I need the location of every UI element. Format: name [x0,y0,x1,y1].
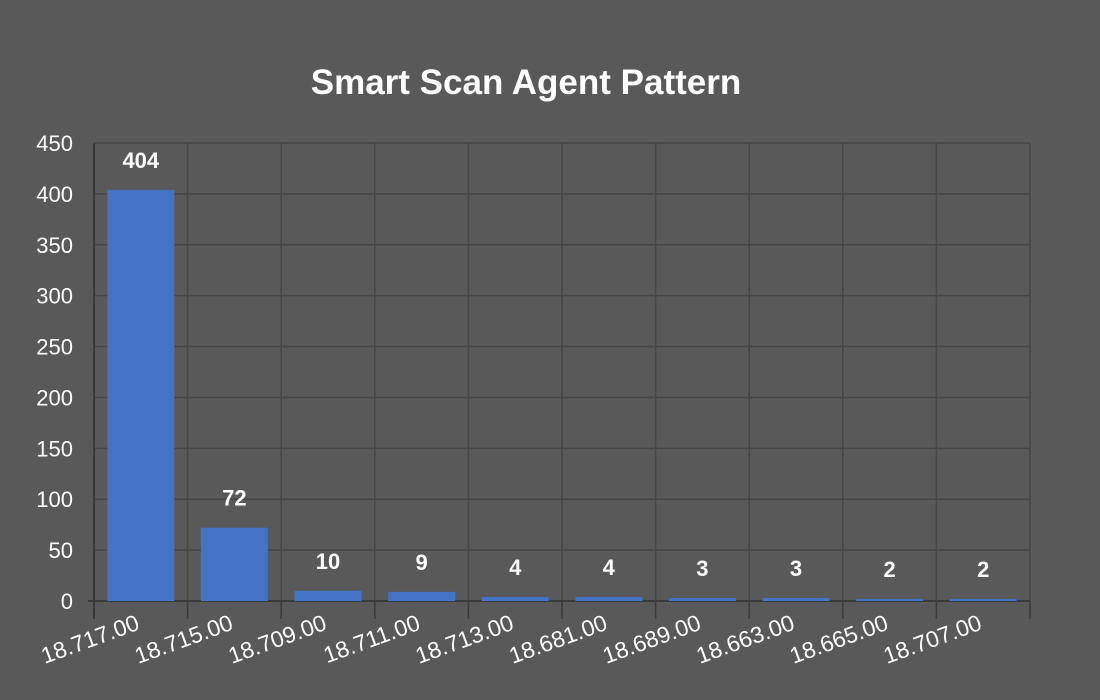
bar [575,596,643,601]
y-tick-label: 350 [36,233,73,258]
bar [856,598,924,601]
bars [107,189,1017,601]
data-label: 2 [883,557,895,582]
x-tick-label: 18.709.00 [225,609,330,668]
y-tick-label: 0 [61,589,73,614]
y-tick-label: 450 [36,131,73,156]
y-axis-tick-labels: 0 50 100 150 200 250 300 350 400 450 [36,131,73,614]
x-tick-label: 18.665.00 [786,609,891,668]
bar [107,189,175,601]
x-tick-label: 18.715.00 [131,609,236,668]
bar [294,590,362,601]
data-label: 3 [790,556,802,581]
x-tick-label: 18.713.00 [412,609,517,668]
bar [200,527,268,601]
data-label: 72 [222,486,246,511]
gridlines [94,142,1031,601]
x-tick-label: 18.663.00 [693,609,798,668]
x-tick-label: 18.689.00 [599,609,704,668]
y-tick-label: 200 [36,385,73,410]
bar [388,591,456,601]
x-tick-label: 18.717.00 [37,609,142,668]
bar [668,597,736,601]
y-tick-label: 400 [36,182,73,207]
data-label: 4 [603,555,616,580]
data-label: 404 [122,148,159,173]
y-tick-label: 150 [36,436,73,461]
data-label: 10 [316,549,340,574]
x-tick-label: 18.711.00 [320,609,423,668]
y-tick-label: 100 [36,487,73,512]
x-tick-label: 18.681.00 [505,609,610,668]
bar [762,597,830,601]
x-tick-label: 18.707.00 [880,609,985,668]
data-label: 3 [696,556,708,581]
y-tick-label: 250 [36,335,73,360]
bar [949,598,1017,601]
chart-title: Smart Scan Agent Pattern [311,63,741,102]
y-tick-label: 50 [49,538,73,563]
data-labels: 404 72 10 9 4 4 3 3 2 2 [122,148,989,582]
data-label: 9 [415,550,427,575]
bar [481,596,549,601]
data-label: 4 [509,555,522,580]
y-tick-label: 300 [36,284,73,309]
data-label: 2 [977,557,989,582]
